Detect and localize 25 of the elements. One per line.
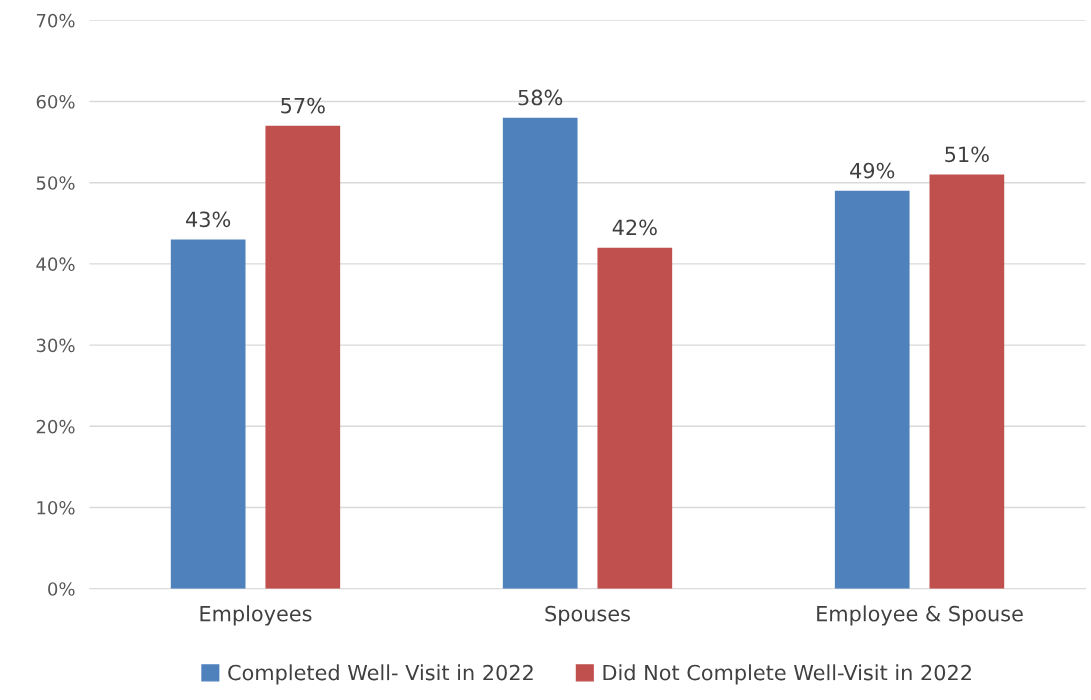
data-label: 42% [612, 219, 657, 236]
data-label: 51% [945, 146, 989, 163]
bar [170, 239, 246, 589]
legend-label: Completed Well- Visit in 2022 [228, 664, 533, 685]
bar [502, 117, 578, 589]
y-tick-label: 70% [36, 13, 75, 28]
y-tick-label: 60% [36, 94, 75, 109]
bar [929, 174, 1005, 589]
y-tick-label: 20% [36, 419, 75, 434]
x-tick-label: Spouses [545, 605, 630, 626]
data-label: 57% [281, 97, 325, 114]
data-label: 49% [850, 162, 895, 179]
y-tick-label: 30% [36, 338, 75, 353]
y-tick-label: 10% [37, 500, 75, 515]
y-tick-label: 40% [36, 257, 75, 272]
data-label: 43% [186, 211, 231, 228]
legend-label: Did Not Complete Well-Visit in 2022 [603, 664, 971, 685]
x-tick-label: Employee & Spouse [817, 605, 1023, 626]
bar [597, 247, 673, 589]
x-tick-label: Employees [200, 605, 312, 626]
y-tick-label: 0% [48, 582, 75, 596]
y-tick-label: 50% [36, 176, 75, 190]
data-label: 58% [518, 89, 563, 106]
bar [265, 125, 341, 589]
bar [834, 190, 910, 589]
